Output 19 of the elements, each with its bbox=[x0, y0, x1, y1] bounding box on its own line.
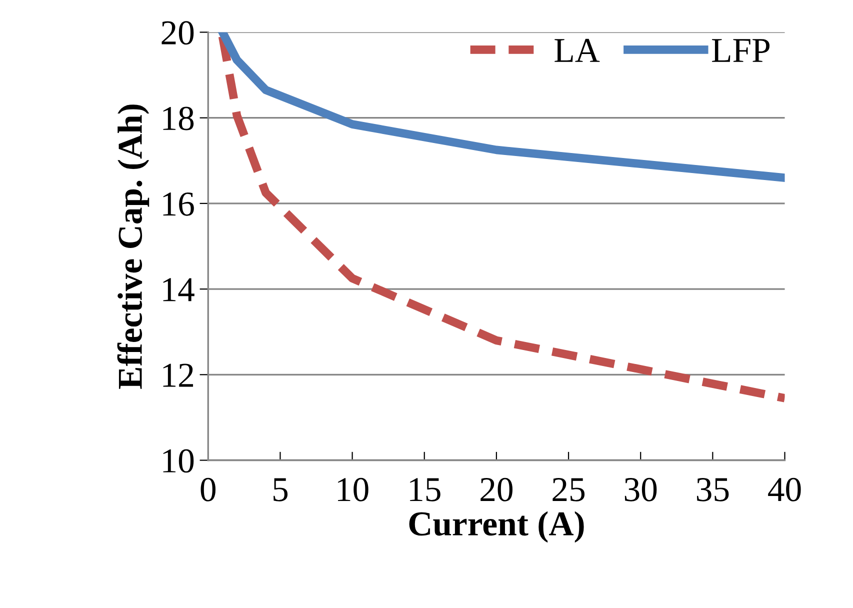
x-tick-label: 40 bbox=[768, 478, 801, 502]
x-tick-label: 0 bbox=[200, 478, 216, 502]
x-tick-label: 30 bbox=[624, 478, 657, 502]
x-tick-label: 20 bbox=[480, 478, 512, 502]
x-axis-title: Current (A) bbox=[409, 511, 584, 543]
x-tick-label: 5 bbox=[274, 478, 288, 502]
y-tick-label: 20 bbox=[162, 21, 194, 45]
x-tick-label: 25 bbox=[552, 478, 585, 502]
x-tick-label: 35 bbox=[696, 478, 729, 502]
y-tick-label: 14 bbox=[163, 278, 194, 302]
y-tick-label: 12 bbox=[163, 364, 194, 387]
x-tick-label: 10 bbox=[338, 478, 368, 502]
legend-label: LFP bbox=[712, 39, 770, 62]
legend-label: LA bbox=[554, 38, 600, 62]
y-axis-title: Effective Cap. (Ah) bbox=[117, 104, 150, 389]
x-tick-label: 15 bbox=[410, 478, 440, 502]
y-tick-label: 10 bbox=[163, 449, 194, 473]
y-tick-label: 18 bbox=[163, 106, 194, 130]
y-tick-label: 16 bbox=[163, 192, 194, 216]
